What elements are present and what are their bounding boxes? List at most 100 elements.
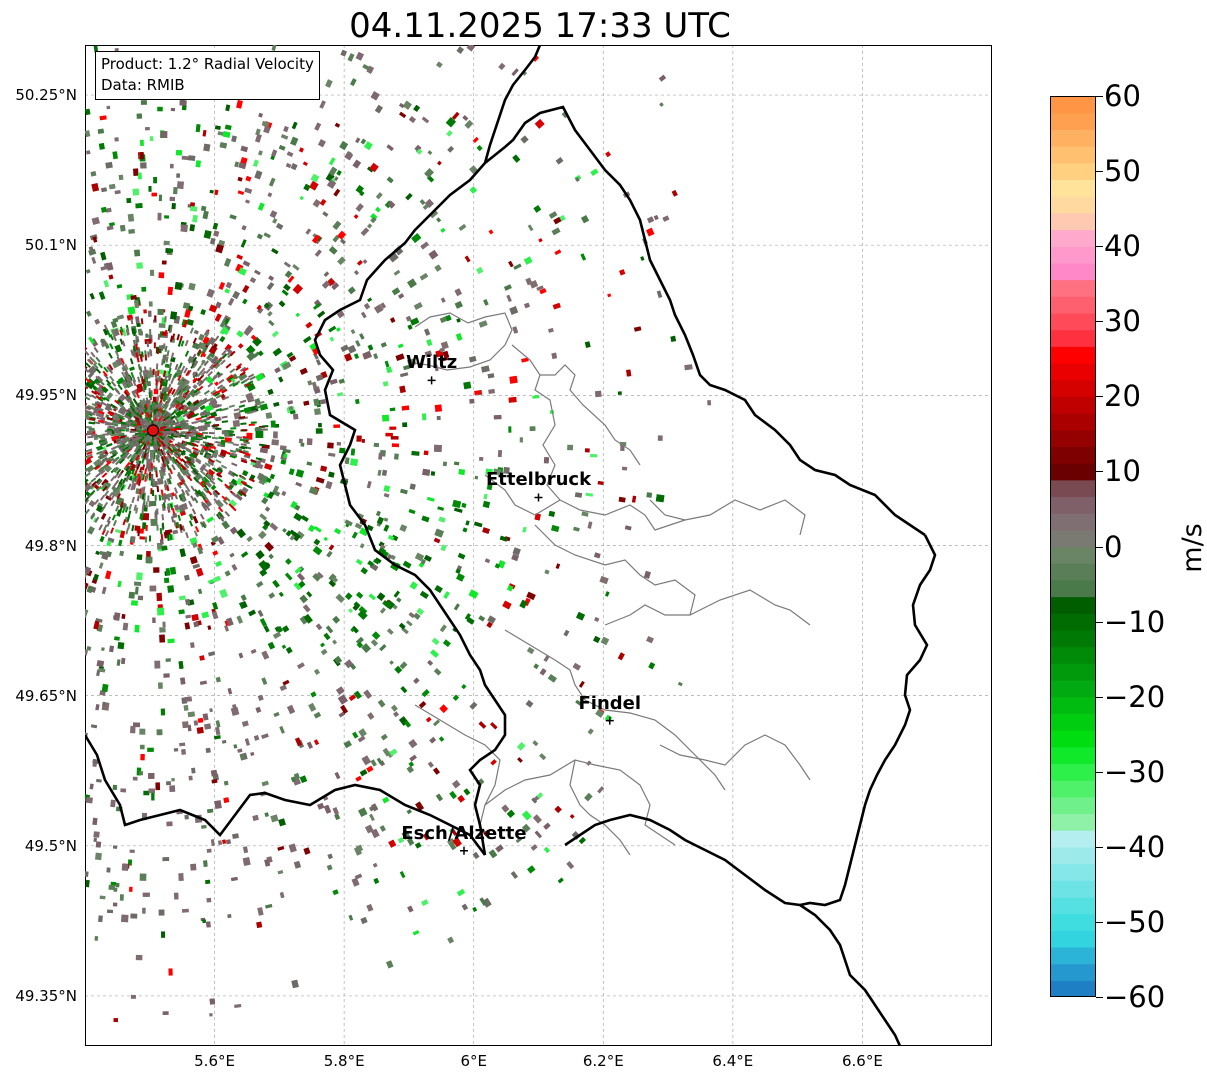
echo-ray bbox=[161, 409, 166, 416]
echo-ray bbox=[160, 441, 166, 448]
colorbar-swatch bbox=[1050, 730, 1096, 748]
echo-ray bbox=[192, 377, 198, 384]
echo-pixel bbox=[195, 567, 204, 577]
echo-pixel bbox=[93, 45, 99, 53]
echo-pixel bbox=[288, 843, 297, 853]
echo-pixel bbox=[522, 526, 527, 533]
echo-pixel bbox=[339, 447, 346, 454]
echo-pixel bbox=[192, 563, 201, 569]
echo-pixel bbox=[242, 260, 251, 267]
colorbar-swatch bbox=[1050, 913, 1096, 931]
echo-ray bbox=[144, 453, 148, 460]
echo-ray bbox=[160, 425, 167, 430]
echo-pixel bbox=[255, 462, 264, 470]
echo-pixel bbox=[189, 556, 198, 565]
canton-border-grevenmacher bbox=[604, 589, 811, 626]
echo-ray bbox=[248, 477, 255, 483]
echo-ray bbox=[259, 443, 266, 447]
echo-ray bbox=[174, 493, 178, 500]
echo-ray bbox=[180, 365, 186, 372]
echo-pixel bbox=[354, 270, 359, 276]
echo-ray bbox=[130, 349, 134, 356]
echo-pixel bbox=[132, 441, 141, 449]
echo-ray bbox=[184, 389, 190, 396]
echo-ray bbox=[108, 492, 114, 499]
echo-ray bbox=[180, 488, 186, 496]
echo-pixel bbox=[411, 450, 420, 456]
echo-pixel bbox=[223, 257, 232, 268]
echo-pixel bbox=[91, 256, 97, 265]
echo-pixel bbox=[488, 229, 494, 235]
echo-pixel bbox=[555, 156, 564, 165]
echo-ray bbox=[87, 369, 94, 375]
echo-ray bbox=[170, 410, 177, 416]
echo-pixel bbox=[543, 822, 551, 830]
echo-pixel bbox=[89, 293, 95, 300]
echo-ray bbox=[211, 436, 219, 440]
echo-ray bbox=[110, 527, 115, 534]
product-label: Product: 1.2° Radial Velocity bbox=[101, 55, 314, 73]
echo-pixel bbox=[328, 246, 338, 255]
echo-pixel bbox=[295, 469, 305, 478]
echo-ray bbox=[243, 377, 250, 383]
echo-ray bbox=[135, 428, 143, 431]
echo-pixel bbox=[358, 807, 368, 817]
echo-pixel bbox=[96, 660, 105, 668]
echo-pixel bbox=[464, 255, 471, 263]
echo-ray bbox=[86, 448, 93, 453]
echo-ray bbox=[233, 408, 240, 412]
echo-pixel bbox=[227, 470, 236, 478]
colorbar-swatch bbox=[1050, 479, 1096, 498]
echo-pixel bbox=[244, 187, 253, 194]
echo-pixel bbox=[157, 607, 165, 616]
echo-ray bbox=[227, 376, 234, 382]
echo-pixel bbox=[276, 626, 283, 633]
echo-ray bbox=[137, 479, 142, 487]
echo-pixel bbox=[135, 954, 143, 961]
echo-ray bbox=[167, 435, 174, 440]
echo-ray bbox=[131, 328, 135, 335]
colorbar-swatch bbox=[1050, 446, 1096, 464]
echo-pixel bbox=[215, 301, 222, 309]
echo-ray bbox=[110, 500, 116, 507]
echo-pixel bbox=[334, 655, 343, 665]
colorbar-tick-mark bbox=[1096, 921, 1103, 923]
echo-pixel bbox=[258, 530, 267, 540]
echo-ray bbox=[213, 498, 219, 504]
echo-pixel bbox=[385, 960, 394, 969]
echo-ray bbox=[206, 353, 212, 360]
echo-pixel bbox=[434, 404, 443, 412]
echo-ray bbox=[247, 399, 255, 403]
echo-pixel bbox=[208, 336, 217, 346]
echo-pixel bbox=[532, 740, 539, 747]
colorbar-swatch bbox=[1050, 830, 1096, 848]
echo-pixel bbox=[328, 157, 336, 166]
echo-pixel bbox=[370, 91, 380, 101]
echo-pixel bbox=[386, 553, 393, 560]
echo-pixel bbox=[209, 237, 216, 245]
echo-pixel bbox=[261, 780, 269, 787]
echo-pixel bbox=[557, 877, 564, 884]
echo-ray bbox=[167, 325, 171, 332]
echo-pixel bbox=[344, 352, 353, 362]
echo-ray bbox=[217, 372, 224, 379]
echo-pixel bbox=[476, 144, 483, 152]
echo-pixel bbox=[264, 812, 269, 817]
echo-pixel bbox=[389, 660, 394, 665]
echo-pixel bbox=[482, 897, 492, 908]
lon-tick-label: 6.4°E bbox=[712, 1052, 754, 1070]
echo-ray bbox=[130, 442, 138, 448]
radar-map[interactable] bbox=[85, 45, 992, 1046]
echo-pixel bbox=[258, 560, 269, 570]
echo-pixel bbox=[597, 786, 605, 794]
echo-ray bbox=[242, 367, 249, 373]
echo-pixel bbox=[95, 550, 100, 556]
echo-pixel bbox=[520, 135, 529, 144]
echo-pixel bbox=[245, 344, 256, 355]
echo-pixel bbox=[135, 316, 140, 324]
echo-ray bbox=[140, 514, 144, 521]
echo-pixel bbox=[214, 189, 219, 196]
echo-ray bbox=[86, 358, 93, 365]
echo-pixel bbox=[457, 794, 466, 803]
echo-pixel bbox=[620, 445, 625, 452]
